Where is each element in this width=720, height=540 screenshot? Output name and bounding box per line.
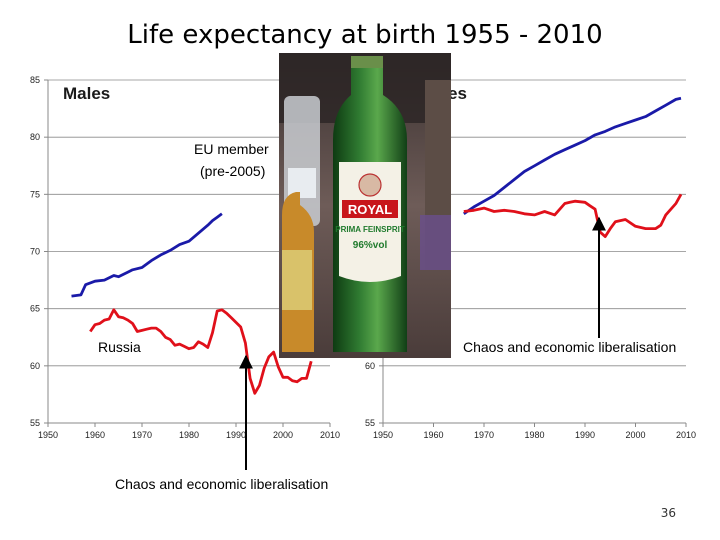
females-x-tick-label: 1950 <box>373 430 393 440</box>
females-x-tick-label: 1970 <box>474 430 494 440</box>
males-x-tick-label: 1970 <box>132 430 152 440</box>
males-chaos-annotation: Chaos and economic liberalisation <box>115 476 328 492</box>
males-x-tick-label: 1990 <box>226 430 246 440</box>
males-series-russia-line <box>89 308 313 395</box>
females-panel: 55 60 1950 1960 1970 1980 1990 2000 2010 es Chao… <box>365 79 696 440</box>
females-x-tick-label: 1980 <box>524 430 544 440</box>
males-y-tick-label: 65 <box>30 304 40 314</box>
patterned-cloth <box>420 215 451 270</box>
coat-of-arms-icon <box>358 173 382 197</box>
males-y-tick-label: 70 <box>30 247 40 257</box>
eu-annotation-line2: (pre-2005) <box>200 163 265 179</box>
russia-annotation: Russia <box>98 339 141 355</box>
males-axes: 55 60 65 70 75 80 85 1950 1960 1970 1980 1990 2000 20… <box>30 75 340 440</box>
amber-bottle-label <box>282 250 312 310</box>
green-bottle-cap <box>351 56 383 68</box>
bottles-photo: ROYAL PRIMA FEINSPRIT 96%vol <box>279 53 451 358</box>
males-x-tick-label: 2010 <box>320 430 340 440</box>
males-y-tick-label: 55 <box>30 418 40 428</box>
males-y-tick-label: 75 <box>30 189 40 199</box>
females-x-tick-label: 2000 <box>625 430 645 440</box>
females-series-russia-line <box>463 193 683 239</box>
females-x-tick-label: 1990 <box>575 430 595 440</box>
males-x-tick-label: 1980 <box>179 430 199 440</box>
bottle-brand-text: ROYAL <box>348 202 392 217</box>
males-panel: 55 60 65 70 75 80 85 1950 1960 1970 1980 1990 2000 20… <box>30 75 340 492</box>
females-series-eu-line <box>463 96 682 215</box>
slide-title: Life expectancy at birth 1955 - 2010 <box>127 20 603 50</box>
females-panel-label: es <box>448 84 467 103</box>
bottle-percent-text: 96%vol <box>353 240 388 251</box>
males-x-tick-label: 1960 <box>85 430 105 440</box>
females-x-tick-label: 1960 <box>423 430 443 440</box>
females-chaos-annotation: Chaos and economic liberalisation <box>463 339 676 355</box>
clear-bottle-label <box>288 168 316 198</box>
females-x-tick-label: 2010 <box>676 430 696 440</box>
label-banner <box>342 200 398 218</box>
females-y-tick-label: 60 <box>365 361 375 371</box>
page-number: 36 <box>660 506 676 520</box>
males-y-tick-label: 85 <box>30 75 40 85</box>
males-x-tick-label: 1950 <box>38 430 58 440</box>
females-series <box>463 96 683 239</box>
females-y-tick-label: 55 <box>365 418 375 428</box>
males-y-tick-label: 80 <box>30 132 40 142</box>
males-panel-label: Males <box>63 84 110 103</box>
bottle-type-text: PRIMA FEINSPRIT <box>335 225 405 234</box>
green-bottle-label <box>339 162 401 282</box>
eu-annotation-line1: EU member <box>194 141 269 157</box>
males-y-tick-label: 60 <box>30 361 40 371</box>
males-series-eu-line <box>71 212 223 298</box>
males-series <box>71 212 313 395</box>
males-x-tick-label: 2000 <box>273 430 293 440</box>
